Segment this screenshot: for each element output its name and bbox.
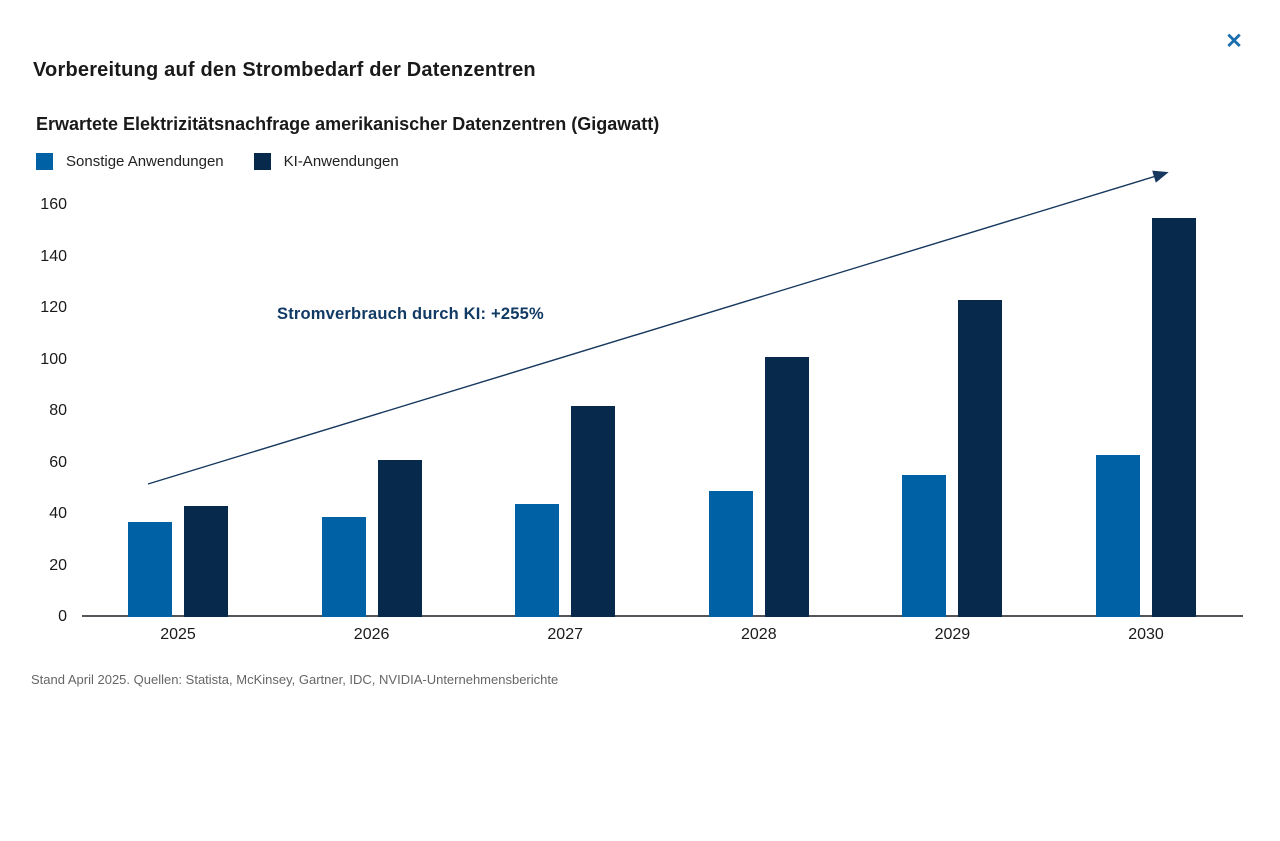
bar-sonstige-2030	[1096, 454, 1140, 617]
bar-ki-2028	[764, 356, 809, 617]
y-axis-tick-160: 160	[40, 196, 67, 213]
x-axis-label-2025: 2025	[160, 626, 196, 643]
page-title: Vorbereitung auf den Strombedarf der Dat…	[33, 59, 536, 81]
bar-sonstige-2027	[515, 503, 560, 617]
bar-ki-2029	[958, 300, 1003, 617]
bar-ki-2025	[184, 506, 228, 617]
legend-item-sonstige-anwendungen: Sonstige Anwendungen	[36, 153, 224, 170]
legend-item-ki-anwendungen: KI-Anwendungen	[253, 153, 399, 170]
legend-swatch-sonstige-anwendungen	[36, 153, 53, 170]
y-axis-tick-80: 80	[49, 402, 67, 419]
legend: Sonstige Anwendungen KI-Anwendungen	[36, 153, 399, 170]
legend-label-ki-anwendungen: KI-Anwendungen	[283, 153, 399, 170]
legend-swatch-ki-anwendungen	[253, 153, 271, 170]
y-axis-tick-0: 0	[58, 608, 67, 625]
x-axis-label-2026: 2026	[353, 626, 390, 643]
y-axis-tick-60: 60	[49, 453, 67, 471]
bar-sonstige-2029	[902, 475, 947, 617]
y-axis-tick-40: 40	[49, 505, 67, 522]
bar-sonstige-2028	[708, 490, 753, 617]
annotation-label: Stromverbrauch durch KI: +255%	[277, 305, 544, 323]
bar-ki-2027	[571, 405, 616, 617]
x-axis-label-2028: 2028	[741, 626, 777, 643]
x-axis-label-2027: 2027	[547, 626, 583, 643]
bar-ki-2030	[1152, 217, 1196, 617]
x-axis-label-2029: 2029	[934, 626, 971, 643]
x-axis-line	[82, 615, 1243, 617]
close-icon[interactable]: ✕	[1220, 28, 1248, 56]
bar-sonstige-2025	[128, 521, 172, 617]
y-axis-tick-20: 20	[49, 556, 67, 574]
bar-sonstige-2026	[321, 516, 366, 617]
legend-label-sonstige-anwendungen: Sonstige Anwendungen	[66, 153, 224, 170]
y-axis-tick-140: 140	[40, 247, 67, 265]
bar-ki-2026	[377, 459, 422, 617]
y-axis-tick-120: 120	[40, 299, 67, 316]
source-note: Stand April 2025. Quellen: Statista, McK…	[31, 672, 559, 687]
y-axis-tick-100: 100	[40, 350, 67, 368]
x-axis-label-2030: 2030	[1128, 626, 1164, 643]
chart-title: Erwartete Elektrizitätsnachfrage amerika…	[36, 114, 660, 134]
